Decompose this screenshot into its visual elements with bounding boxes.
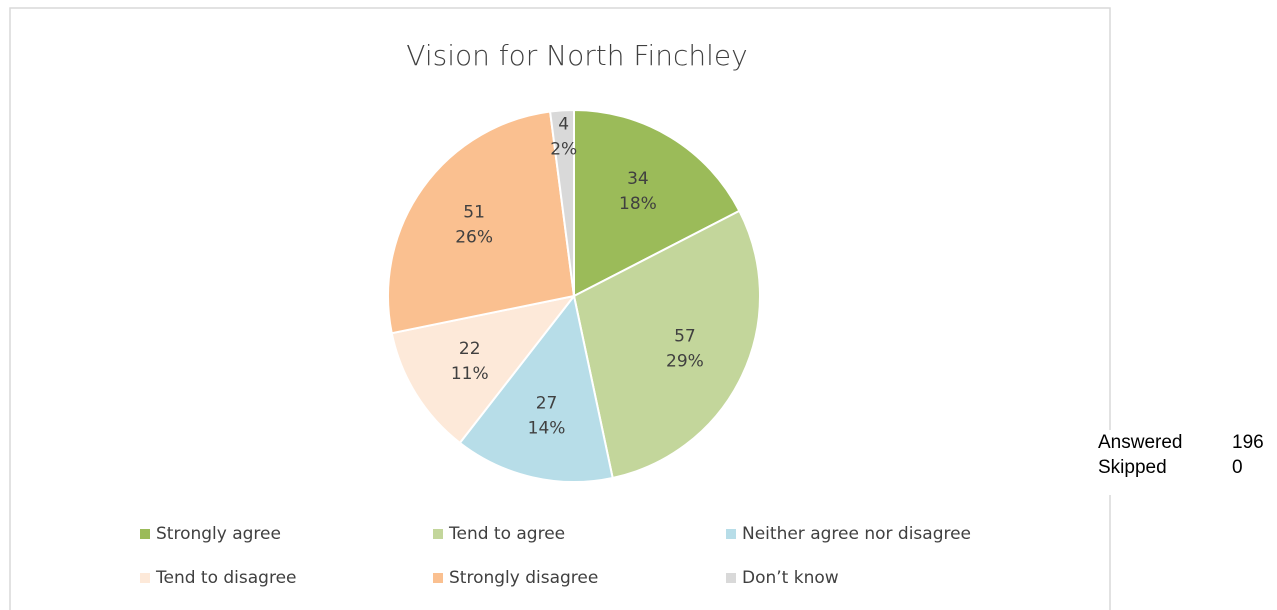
pie-slice: [573, 108, 741, 298]
summary-value: 196: [1232, 432, 1264, 453]
pie-slice: [548, 108, 575, 297]
pie-slice: [458, 293, 614, 483]
legend-label: Don’t know: [742, 568, 839, 588]
summary-value: 0: [1232, 457, 1243, 478]
data-label: 22: [459, 339, 481, 359]
data-label: 26%: [455, 228, 493, 248]
data-label: 18%: [619, 194, 657, 214]
legend-swatch: [726, 573, 736, 583]
legend-swatch: [140, 573, 150, 583]
legend-label: Tend to disagree: [155, 568, 297, 588]
legend-label: Neither agree nor disagree: [742, 524, 971, 544]
legend-label: Tend to agree: [448, 524, 565, 544]
data-label: 57: [674, 327, 696, 347]
data-label: 51: [463, 203, 485, 223]
legend-swatch: [433, 529, 443, 539]
legend-swatch: [433, 573, 443, 583]
summary-label: Skipped: [1098, 457, 1167, 478]
pie-slice: [572, 209, 761, 480]
legend-label: Strongly disagree: [449, 568, 598, 588]
summary-label: Answered: [1098, 432, 1183, 453]
data-label: 29%: [666, 352, 704, 372]
chart-title: Vision for North Finchley: [406, 39, 747, 72]
pie-slice: [390, 294, 577, 445]
chart-frame: [9, 7, 1111, 610]
legend-label: Strongly agree: [156, 524, 281, 544]
legend-swatch: [140, 529, 150, 539]
data-label: 27: [536, 394, 558, 414]
legend-swatch: [726, 529, 736, 539]
data-label: 2%: [550, 139, 577, 159]
data-label: 14%: [528, 419, 566, 439]
data-label: 4: [558, 114, 569, 134]
data-label: 34: [627, 169, 649, 189]
data-label: 11%: [451, 364, 489, 384]
pie-slice: [387, 110, 576, 335]
